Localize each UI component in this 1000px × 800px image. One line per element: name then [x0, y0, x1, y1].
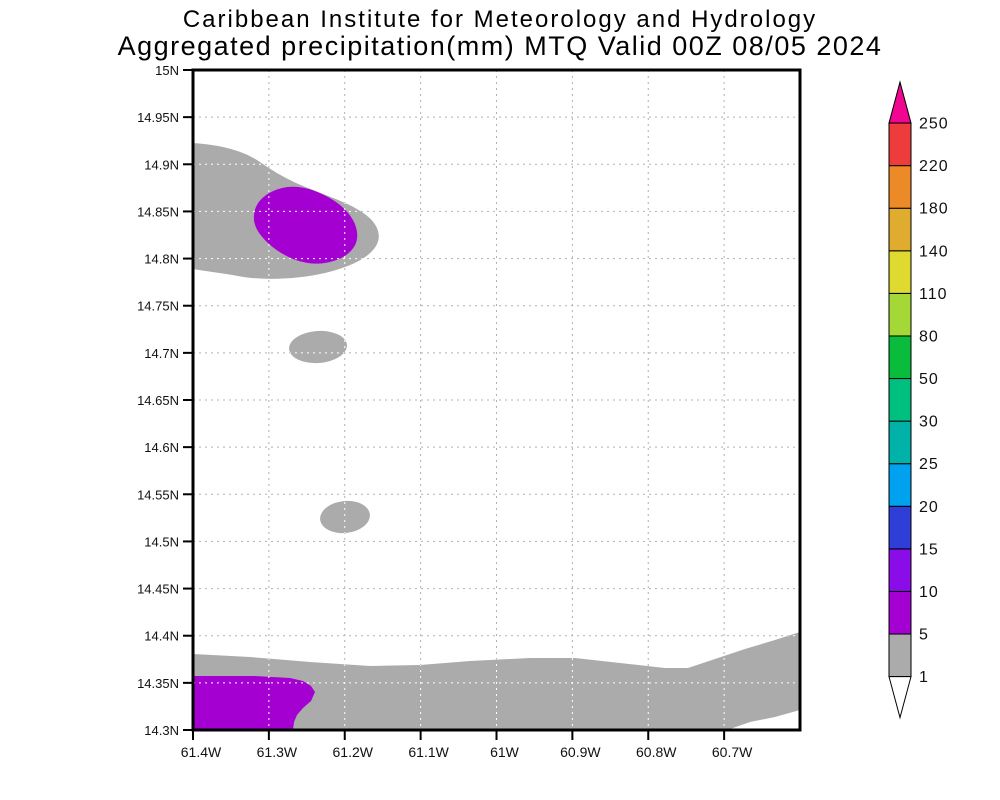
colorbar-segment — [888, 548, 912, 592]
colorbar-arrow-below-min — [888, 676, 912, 720]
colorbar-level-label: 5 — [919, 627, 929, 644]
colorbar-segment — [888, 633, 912, 678]
colorbar-level-label: 15 — [919, 541, 939, 558]
x-tick-label: 60.7W — [712, 744, 753, 760]
y-tick-label: 15N — [155, 63, 179, 78]
x-tick-label: 61W — [490, 744, 520, 760]
y-tick-label: 14.3N — [144, 723, 179, 738]
chart-subtitle: Aggregated precipitation(mm) MTQ Valid 0… — [117, 31, 883, 61]
y-tick-label: 14.6N — [144, 440, 179, 455]
colorbar-segment — [888, 505, 912, 550]
colorbar-segment — [888, 250, 912, 294]
colorbar-segment — [888, 420, 912, 465]
colorbar-level-label: 250 — [919, 116, 949, 133]
colorbar-segment — [888, 207, 912, 252]
colorbar-level-label: 20 — [919, 499, 939, 516]
colorbar-level-label: 110 — [919, 286, 948, 303]
precip-region — [320, 500, 370, 534]
x-tick-label: 61.4W — [181, 744, 222, 760]
x-tick-label: 61.3W — [257, 744, 298, 760]
map-frame — [191, 68, 802, 732]
precip-region — [193, 676, 315, 730]
y-tick-label: 14.55N — [137, 487, 179, 502]
x-tick-label: 60.8W — [636, 744, 677, 760]
y-tick-label: 14.8N — [144, 252, 179, 267]
x-tick-label: 61.2W — [333, 744, 374, 760]
colorbar-segment — [888, 165, 912, 209]
y-tick-label: 14.7N — [144, 346, 179, 361]
colorbar-level-label: 80 — [919, 328, 939, 345]
colorbar-arrow-above-max — [888, 80, 912, 124]
precip-regions — [193, 143, 800, 730]
colorbar-level-label: 10 — [919, 584, 939, 601]
colorbar-segment — [888, 378, 912, 422]
precip-region — [253, 186, 358, 264]
y-tick-label: 14.95N — [137, 110, 179, 125]
colorbar-level-label: 220 — [919, 158, 949, 175]
x-tick-label: 61.1W — [408, 744, 449, 760]
y-tick-label: 14.5N — [144, 534, 179, 549]
colorbar-level-label: 140 — [919, 243, 949, 260]
y-tick-label: 14.35N — [137, 676, 179, 691]
colorbar-level-label: 1 — [919, 669, 929, 686]
y-tick-label: 14.4N — [144, 629, 179, 644]
y-tick-label: 14.45N — [137, 582, 179, 597]
colorbar-segment — [888, 292, 912, 337]
colorbar-segment — [888, 590, 912, 635]
colorbar-segment — [888, 122, 912, 167]
colorbar-level-label: 180 — [919, 201, 949, 218]
colorbar-level-label: 25 — [919, 456, 939, 473]
x-axis-longitude: 61.4W 61.3W 61.2W 61.1W 61W 60.9W 60.8W 60.7W — [181, 731, 753, 760]
colorbar-level-label: 50 — [919, 371, 939, 388]
chart-title: Caribbean Institute for Meteorology and … — [182, 6, 818, 33]
precip-region — [289, 330, 347, 364]
gridlines — [193, 70, 800, 730]
x-tick-label: 60.9W — [560, 744, 601, 760]
colorbar-level-label: 30 — [919, 414, 939, 431]
y-axis-latitude: 15N 14.95N 14.9N 14.85N 14.8N 14.75N 14.7N 14.6… — [137, 63, 192, 738]
y-tick-label: 14.9N — [144, 157, 179, 172]
y-tick-label: 14.85N — [137, 204, 179, 219]
colorbar-segment — [888, 463, 912, 507]
y-tick-label: 14.65N — [137, 393, 179, 408]
y-tick-label: 14.75N — [137, 299, 179, 314]
colorbar-segment — [888, 335, 912, 380]
precip-region — [193, 632, 800, 730]
